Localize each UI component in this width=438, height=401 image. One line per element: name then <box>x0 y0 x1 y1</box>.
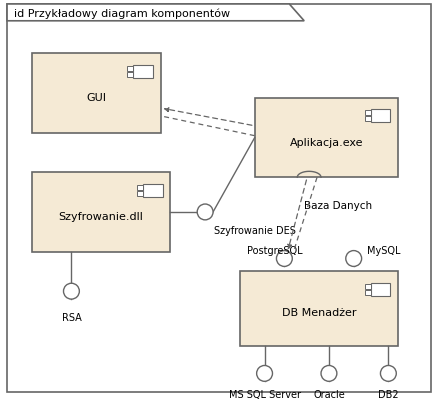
Bar <box>32 55 161 134</box>
Circle shape <box>321 366 337 381</box>
Text: Baza Danych: Baza Danych <box>304 200 372 211</box>
Circle shape <box>276 251 292 267</box>
Bar <box>137 185 143 190</box>
Bar <box>240 272 398 346</box>
Text: PostgreSQL: PostgreSQL <box>247 245 302 255</box>
Text: Aplikacja.exe: Aplikacja.exe <box>290 137 363 147</box>
Bar <box>371 283 390 296</box>
Text: DB Menadżer: DB Menadżer <box>282 308 356 318</box>
Circle shape <box>64 284 79 300</box>
Text: GUI: GUI <box>86 93 106 103</box>
Bar <box>127 67 133 72</box>
Circle shape <box>381 366 396 381</box>
Text: MySQL: MySQL <box>367 245 400 255</box>
Bar <box>32 173 170 252</box>
Circle shape <box>197 205 213 220</box>
Circle shape <box>257 366 272 381</box>
Circle shape <box>346 251 362 267</box>
Text: MS SQL Server: MS SQL Server <box>229 389 300 399</box>
Bar <box>133 66 152 79</box>
Text: Szyfrowanie DES: Szyfrowanie DES <box>214 225 296 235</box>
Bar <box>143 184 162 197</box>
Bar <box>371 110 390 123</box>
Text: RSA: RSA <box>62 312 81 322</box>
Bar <box>364 290 371 295</box>
Polygon shape <box>7 5 304 22</box>
Bar <box>364 117 371 122</box>
Bar <box>127 73 133 77</box>
Text: DB2: DB2 <box>378 389 399 399</box>
Bar <box>364 111 371 116</box>
Bar <box>254 99 398 178</box>
Bar <box>364 284 371 289</box>
Text: Oracle: Oracle <box>313 389 345 399</box>
Text: Szyfrowanie.dll: Szyfrowanie.dll <box>59 211 144 221</box>
Bar <box>137 191 143 196</box>
Text: id Przykładowy diagram komponentów: id Przykładowy diagram komponentów <box>14 8 230 19</box>
